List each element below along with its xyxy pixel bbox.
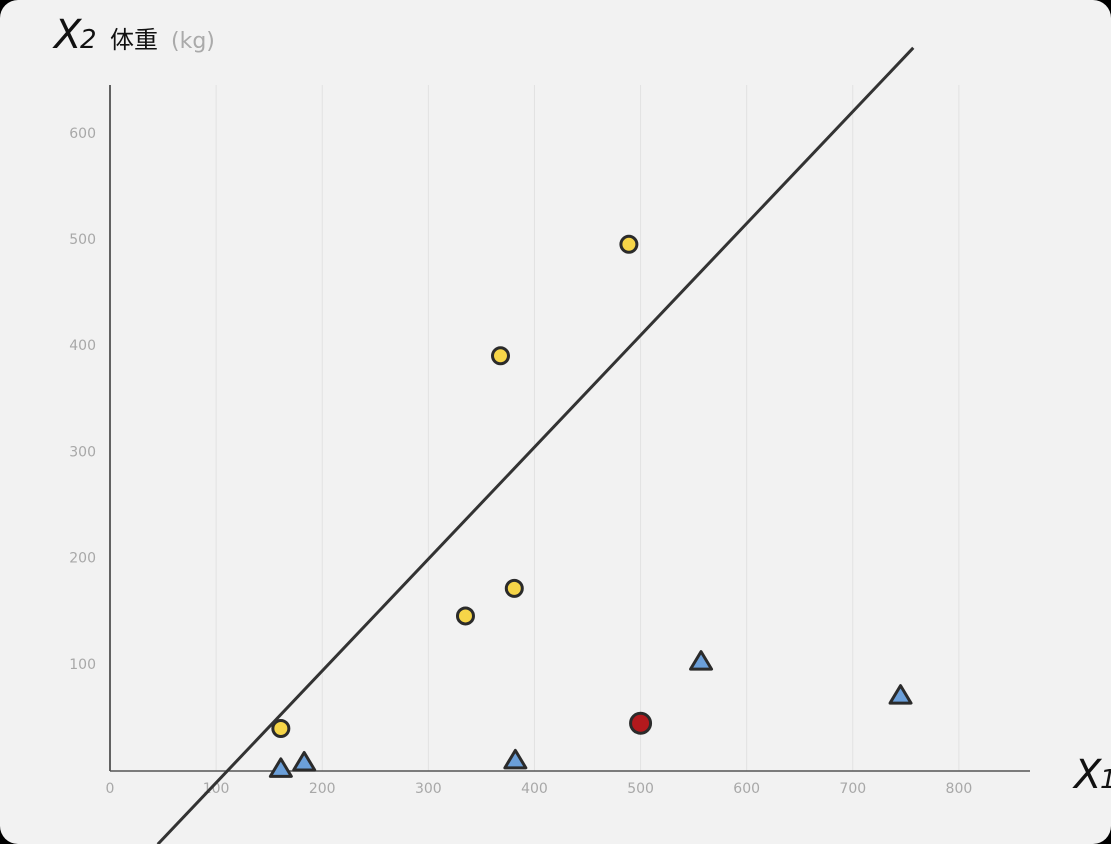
x-tick-label: 0 [106,781,115,797]
x-axis-symbol: X [1072,752,1103,798]
x-tick-label: 700 [839,781,866,797]
y-tick-label: 300 [69,444,96,460]
circle-point [455,606,475,626]
circle-point [504,578,524,598]
y-axis-name: 体重 [110,26,158,54]
query-point [629,711,653,735]
x-tick-label: 200 [309,781,336,797]
y-tick-label: 600 [69,126,96,142]
triangle-point [689,650,714,671]
x-axis-subscript: 1 [1100,765,1111,795]
y-tick-label: 400 [69,338,96,354]
circle-point [619,234,639,254]
triangle-point [503,748,528,770]
circle-point [271,719,291,739]
x-tick-label: 400 [521,781,548,797]
x-tick-label: 500 [627,781,654,797]
circle-point [490,346,510,366]
x-tick-label: 100 [203,781,230,797]
x-tick-label: 600 [733,781,760,797]
triangle-point [888,684,913,705]
y-tick-label: 200 [69,551,96,567]
triangle-point [292,751,317,772]
triangle-point [268,757,293,778]
x-tick-label: 800 [946,781,973,797]
y-axis-unit: (kg) [171,29,215,54]
y-tick-label: 100 [69,657,96,673]
y-axis-symbol: X [52,12,83,58]
y-axis-subscript: 2 [80,25,97,55]
decision-line [156,46,915,844]
x-tick-label: 300 [415,781,442,797]
y-tick-label: 500 [69,232,96,248]
